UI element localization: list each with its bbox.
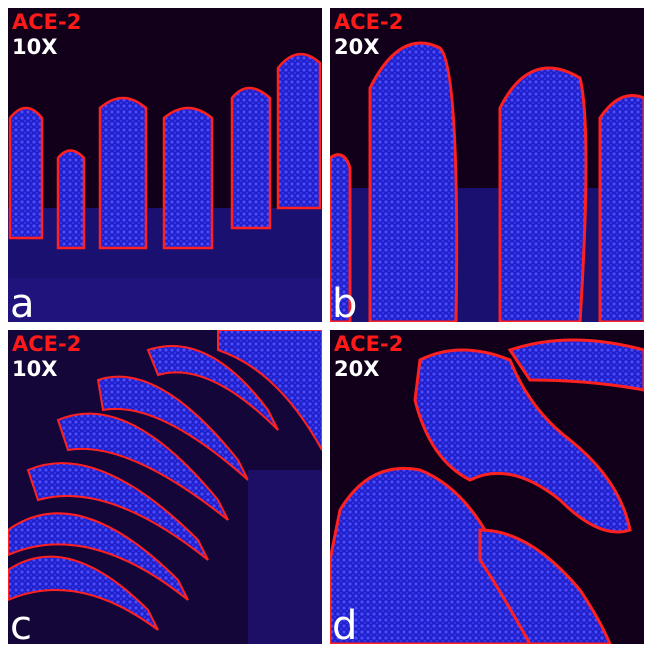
panel-letter: c (10, 603, 32, 644)
stain-label: ACE-2 (12, 10, 82, 34)
stain-label: ACE-2 (334, 10, 404, 34)
panel-letter: a (10, 281, 35, 322)
panel-b: ACE-2 20X b (330, 8, 644, 322)
magnification-label: 20X (334, 35, 380, 59)
magnification-label: 10X (12, 357, 58, 381)
panel-a: ACE-2 10X a (8, 8, 322, 322)
stain-label: ACE-2 (334, 332, 404, 356)
panel-c: ACE-2 10X c (8, 330, 322, 644)
micrograph-c (8, 330, 322, 644)
panel-d: ACE-2 20X d (330, 330, 644, 644)
micrograph-b (330, 41, 644, 322)
micrograph-d (330, 338, 644, 644)
stain-label: ACE-2 (12, 332, 82, 356)
magnification-label: 10X (12, 35, 58, 59)
panel-letter: b (332, 281, 358, 322)
micrograph-a (8, 53, 322, 322)
magnification-label: 20X (334, 357, 380, 381)
panel-letter: d (332, 603, 358, 644)
